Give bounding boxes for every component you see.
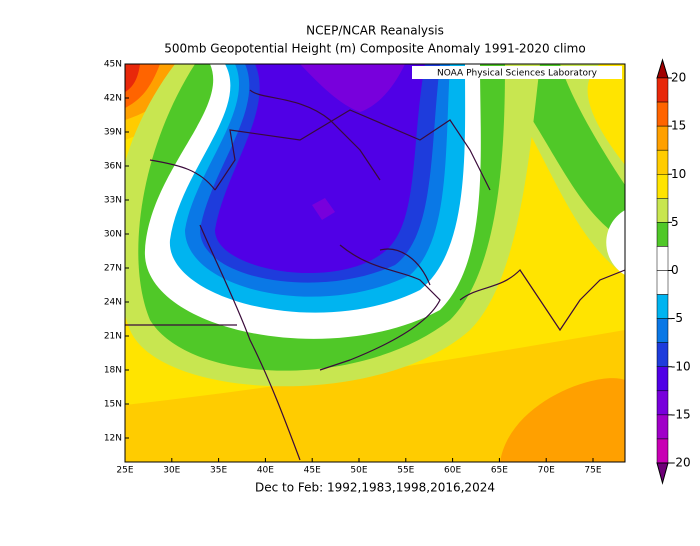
colorbar-label: 0: [671, 263, 679, 277]
colorbar-segment: [656, 366, 669, 392]
colorbar-segment: [656, 414, 669, 440]
coastlines: [125, 89, 625, 461]
colorbar-label: -10: [671, 359, 691, 373]
lat-label: 42N: [104, 94, 122, 104]
field: [606, 210, 625, 275]
colorbar-segment: [656, 149, 669, 175]
lon-label: 65E: [491, 466, 508, 476]
field: [300, 64, 405, 112]
colorbar-segment: [656, 222, 669, 247]
lon-label: 40E: [257, 466, 274, 476]
lat-label: 12N: [104, 434, 122, 444]
lon-label: 75E: [584, 466, 601, 476]
colorbar-segment: [656, 390, 669, 416]
colorbar-segment: [656, 198, 669, 223]
colorbar-label: -5: [671, 311, 683, 325]
colorbar-arrow: [656, 462, 669, 485]
lon-label: 25E: [116, 466, 133, 476]
colorbar-label: 20: [671, 71, 686, 85]
lat-label: 36N: [104, 162, 122, 172]
lon-label: 30E: [163, 466, 180, 476]
lon-label: 55E: [397, 466, 414, 476]
lat-label: 15N: [104, 400, 122, 410]
colorbar-segment: [656, 246, 669, 271]
field: [490, 64, 625, 240]
colorbar-label: 10: [671, 167, 686, 181]
colorbar-segment: [656, 270, 669, 295]
title: NCEP/NCAR Reanalysis: [306, 24, 444, 38]
colorbar-label: -20: [671, 456, 691, 470]
field: [500, 378, 625, 462]
colorbar-segment: [656, 174, 669, 199]
colorbar-label: 15: [671, 119, 686, 133]
lon-label: 45E: [304, 466, 321, 476]
lat-label: 27N: [104, 264, 122, 274]
field: [125, 330, 625, 462]
lat-label: 39N: [104, 128, 122, 138]
lon-label: 60E: [444, 466, 461, 476]
credit: NOAA Physical Sciences Laboratory: [437, 69, 598, 79]
colorbar-segment: [656, 342, 669, 367]
colorbar-segment: [656, 101, 669, 127]
lat-label: 33N: [104, 196, 122, 206]
field: [125, 64, 140, 92]
lon-label: 35E: [210, 466, 227, 476]
lon-label: 50E: [350, 466, 367, 476]
subtitle: 500mb Geopotential Height (m) Composite …: [164, 42, 585, 56]
colorbar-segment: [656, 438, 669, 464]
lon-label: 70E: [538, 466, 555, 476]
caption: Dec to Feb: 1992,1983,1998,2016,2024: [255, 481, 495, 495]
map-frame: [124, 63, 626, 463]
lat-label: 30N: [104, 230, 122, 240]
field: [215, 64, 425, 274]
lat-label: 24N: [104, 298, 122, 308]
colorbar-segment: [656, 318, 669, 343]
credit-box: [412, 66, 622, 79]
map-field: [125, 64, 625, 462]
lat-label: 18N: [104, 366, 122, 376]
colorbar-label: -15: [671, 407, 691, 421]
colorbar-label: 5: [671, 215, 679, 229]
lat-label: 45N: [104, 60, 122, 70]
field: [312, 198, 335, 220]
colorbar-segment: [656, 77, 669, 103]
field: [480, 64, 625, 275]
colorbar-segment: [656, 294, 669, 319]
colorbar-segment: [656, 125, 669, 151]
lat-label: 21N: [104, 332, 122, 342]
